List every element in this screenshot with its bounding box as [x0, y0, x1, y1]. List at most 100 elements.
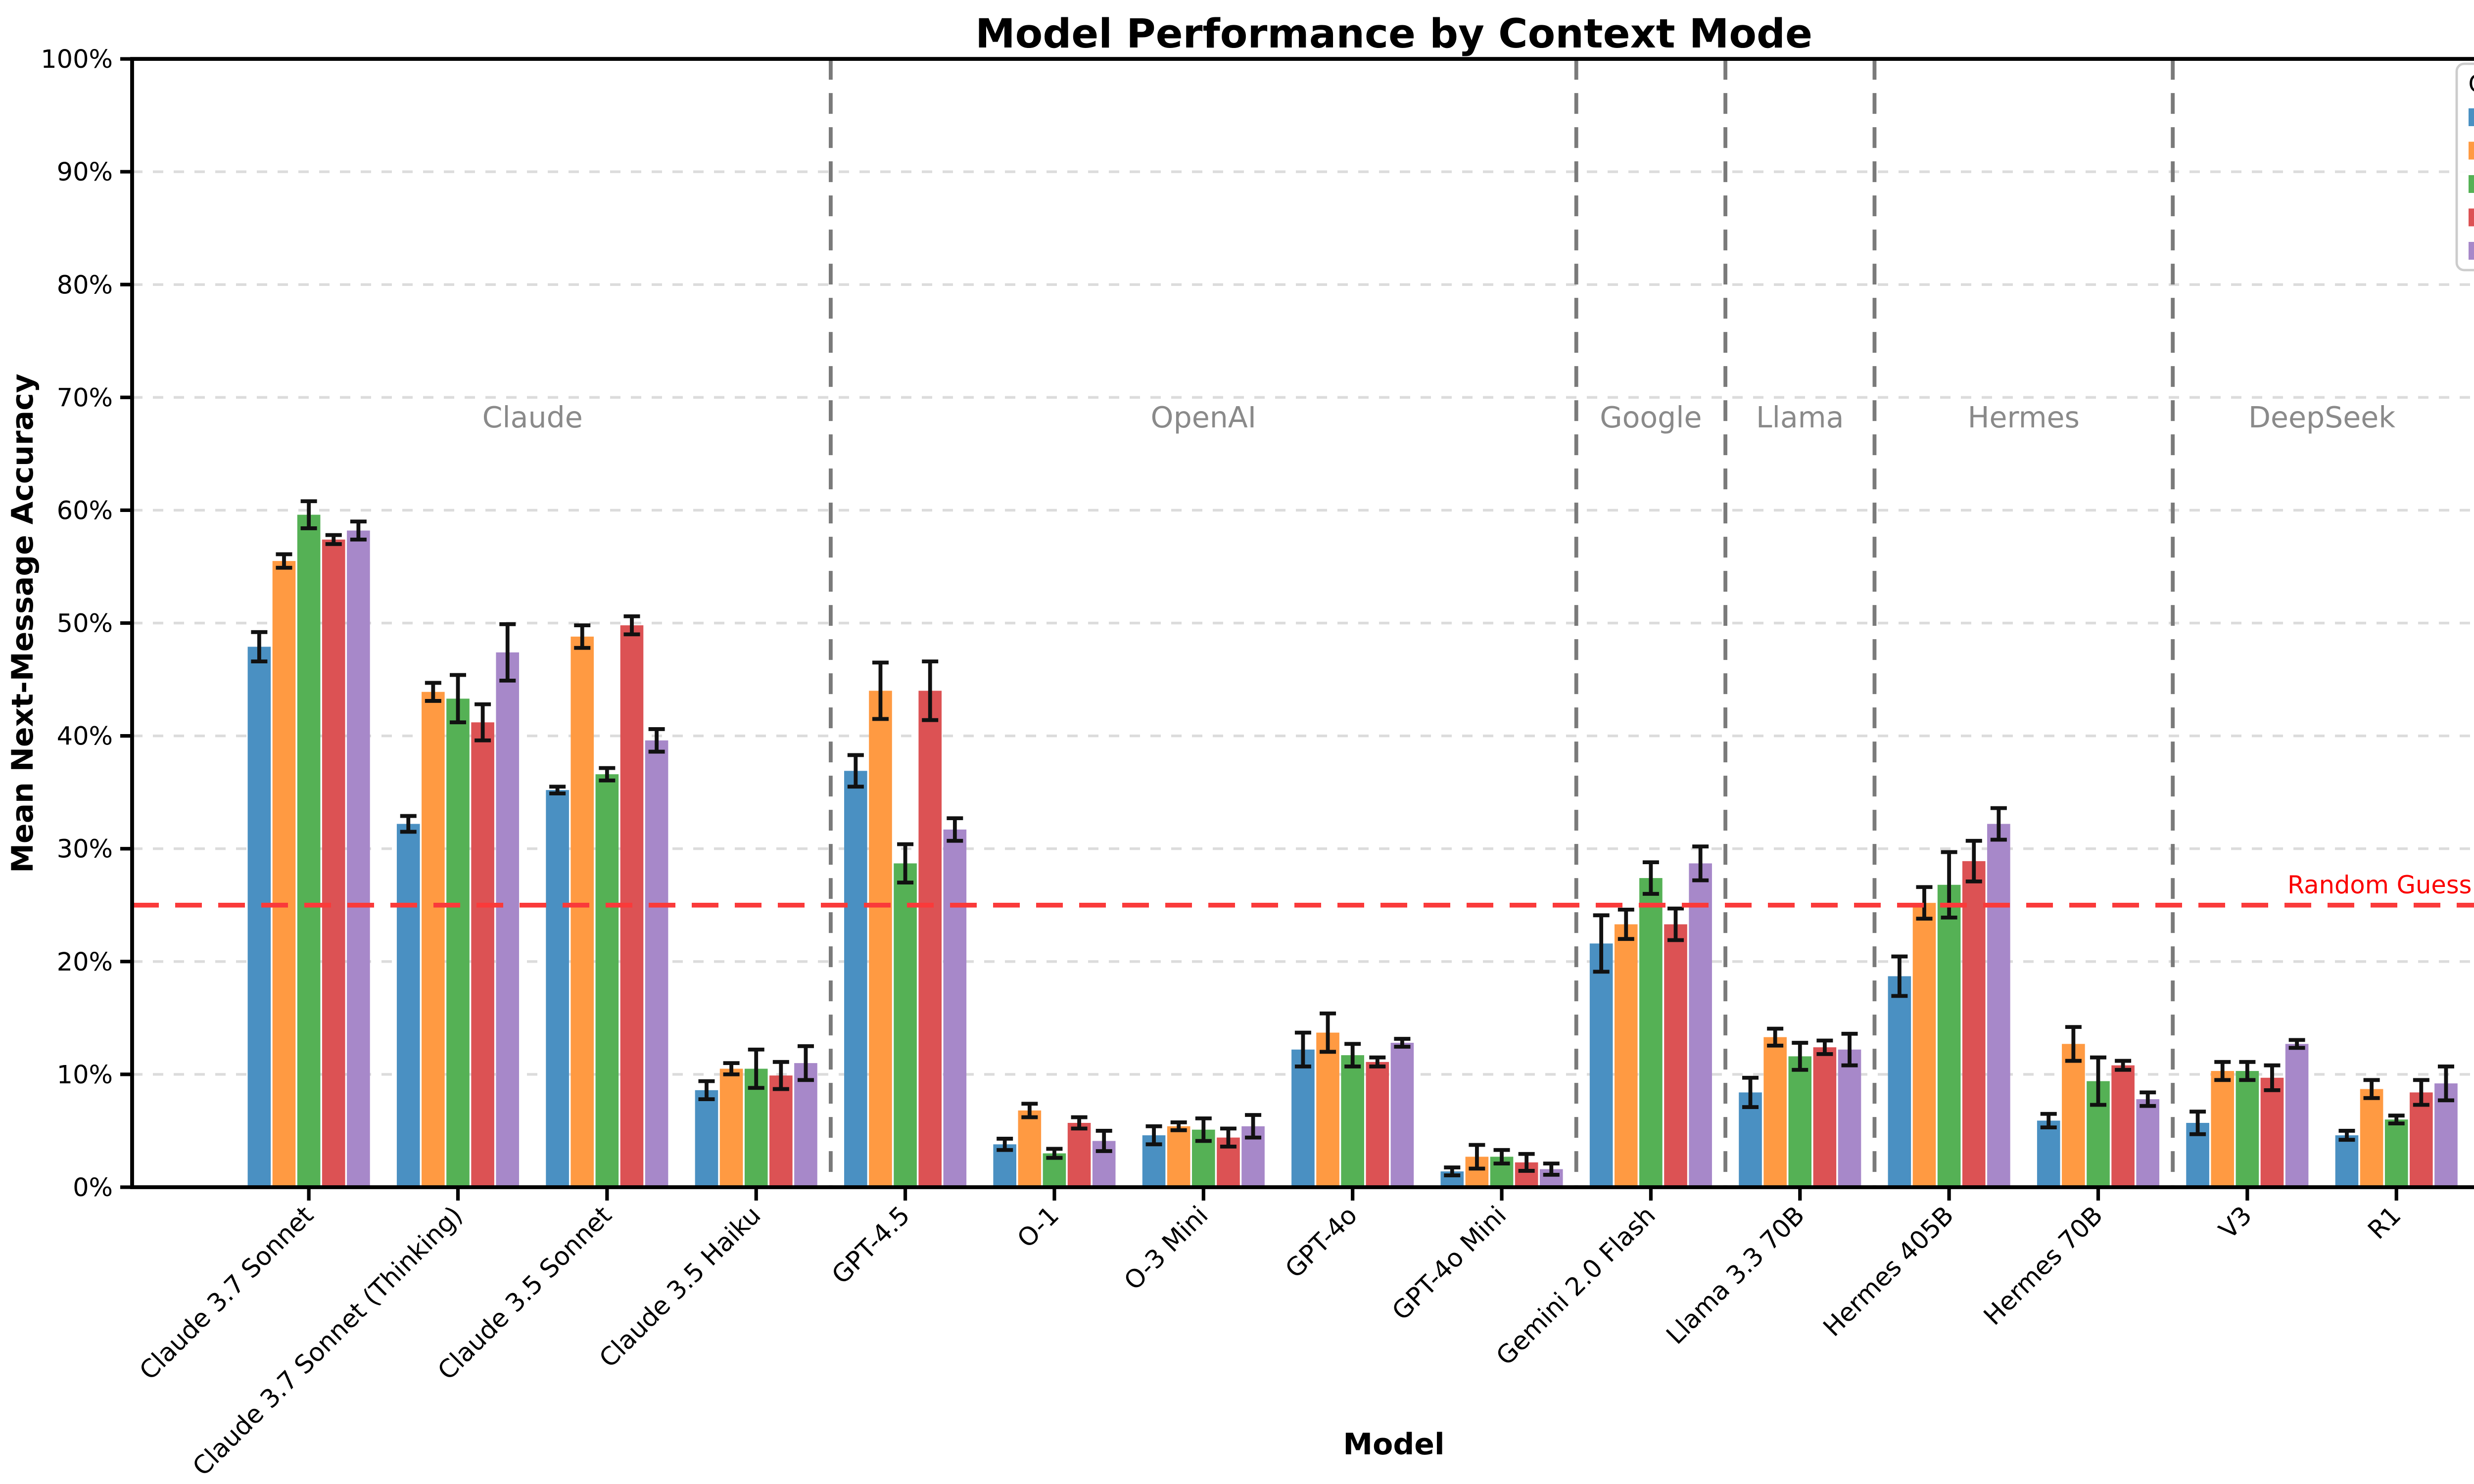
error-bar — [425, 681, 441, 703]
y-tick-label: 30% — [57, 835, 113, 864]
error-bar — [1618, 907, 1634, 941]
legend-swatch — [2469, 208, 2474, 227]
error-bar — [400, 814, 417, 834]
error-bar — [549, 785, 566, 795]
bar — [1664, 924, 1687, 1187]
group-label-openai: OpenAI — [1151, 401, 1257, 434]
error-bar — [1543, 1161, 1560, 1177]
bar — [2062, 1044, 2085, 1187]
error-bar — [276, 552, 292, 570]
y-tick-label: 20% — [57, 948, 113, 977]
error-bar — [623, 614, 640, 637]
bar — [943, 829, 967, 1187]
y-tick-label: 10% — [57, 1061, 113, 1090]
error-bar — [1891, 954, 1908, 998]
bar — [1390, 1043, 1414, 1187]
error-bar — [1220, 1126, 1237, 1149]
bar — [422, 692, 445, 1187]
error-bar — [1767, 1026, 1784, 1048]
bar — [1614, 924, 1638, 1187]
error-bar — [797, 1044, 814, 1082]
bar — [546, 790, 569, 1187]
error-bar — [1071, 1115, 1088, 1131]
error-bar — [2413, 1078, 2429, 1107]
error-bar — [1145, 1124, 1162, 1147]
error-bar — [847, 753, 864, 789]
error-bar — [748, 1047, 764, 1090]
error-bar — [1320, 1011, 1336, 1054]
bar — [396, 824, 420, 1187]
bar — [894, 863, 917, 1187]
error-bar — [1394, 1037, 1411, 1049]
error-bar — [1344, 1042, 1361, 1068]
random-guess-label: Random Guess (25%) — [2287, 871, 2474, 899]
bar — [1067, 1122, 1091, 1187]
bar — [297, 514, 321, 1187]
vendor-group-labels: Claude OpenAI Google Llama Hermes DeepSeek — [482, 401, 2396, 434]
random-guess-line: Random Guess (25%) — [132, 871, 2474, 908]
bar — [2384, 1119, 2408, 1187]
bar — [1316, 1032, 1339, 1187]
error-bar — [1469, 1143, 1485, 1171]
error-bar — [1965, 838, 1982, 883]
bar — [2360, 1089, 2383, 1187]
bar — [1639, 878, 1663, 1187]
error-bar — [772, 1060, 789, 1091]
bar — [1937, 884, 1961, 1187]
chart-title: Model Performance by Context Mode — [975, 11, 1812, 57]
x-axis-label: Model — [1343, 1427, 1444, 1462]
bar — [2285, 1044, 2309, 1187]
group-label-deepseek: DeepSeek — [2248, 401, 2395, 434]
error-bar — [574, 623, 591, 650]
error-bar — [2288, 1038, 2305, 1050]
bar — [695, 1090, 718, 1187]
bar — [1838, 1049, 1861, 1187]
bar — [322, 539, 345, 1187]
legend-title: Context Mode — [2468, 70, 2474, 98]
error-bar — [2388, 1113, 2405, 1126]
error-bar — [1245, 1113, 1262, 1140]
bar — [918, 691, 942, 1187]
error-bar — [897, 842, 914, 885]
bar — [471, 722, 494, 1187]
bar — [1366, 1062, 1389, 1187]
error-bar — [1642, 860, 1659, 896]
y-tick-label: 90% — [57, 158, 113, 187]
error-bar — [1046, 1147, 1063, 1160]
group-label-llama: Llama — [1756, 401, 1844, 434]
error-bar — [1195, 1116, 1212, 1143]
error-bar — [499, 622, 516, 683]
bar — [2211, 1071, 2235, 1187]
error-bar — [599, 766, 616, 783]
bar — [719, 1068, 743, 1187]
error-bars — [251, 499, 2454, 1177]
bar — [272, 561, 296, 1187]
error-bar — [2214, 1060, 2231, 1082]
error-bar — [2363, 1078, 2380, 1100]
error-bar — [723, 1061, 740, 1076]
error-bar — [2239, 1060, 2256, 1082]
error-bar — [1294, 1030, 1311, 1068]
bar — [2136, 1099, 2160, 1187]
error-bar — [2338, 1129, 2355, 1142]
bar — [446, 698, 470, 1187]
bar — [1813, 1047, 1837, 1187]
error-bar — [648, 727, 665, 754]
series-50-summary — [297, 514, 2408, 1187]
bar — [1763, 1037, 1787, 1187]
error-bar — [1444, 1165, 1461, 1177]
error-bar — [2065, 1025, 2082, 1063]
legend-swatch — [2469, 108, 2474, 126]
error-bar — [1667, 906, 1684, 942]
y-tick-label: 40% — [57, 722, 113, 751]
error-bar — [1021, 1102, 1038, 1119]
bar — [1589, 943, 1613, 1187]
error-bar — [2437, 1065, 2454, 1103]
bar — [2410, 1092, 2433, 1187]
error-bar — [1692, 844, 1709, 882]
bar — [1341, 1055, 1364, 1187]
bar — [2335, 1135, 2359, 1187]
